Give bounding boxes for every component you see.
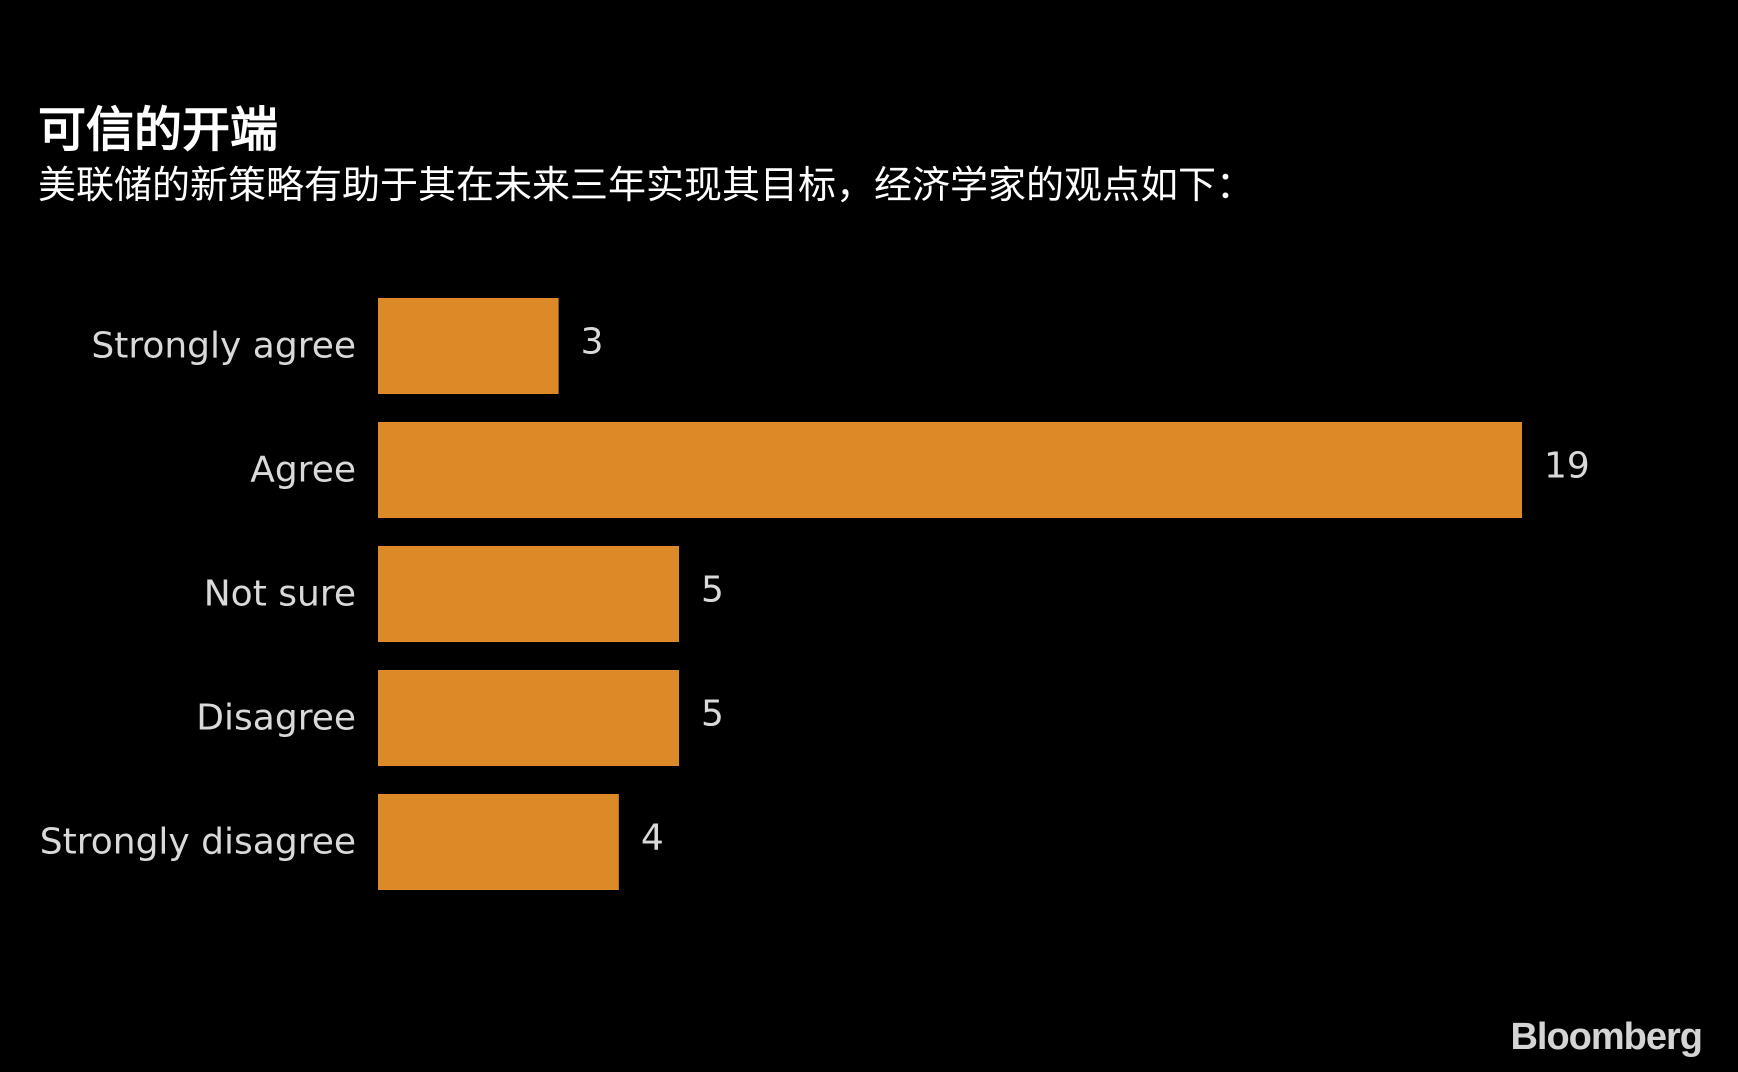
bar-not-sure xyxy=(378,546,680,642)
value-label: 5 xyxy=(701,694,724,735)
category-label: Disagree xyxy=(196,698,356,739)
value-label: 5 xyxy=(701,570,724,611)
bar-strongly-disagree xyxy=(378,794,619,890)
bar-strongly-agree xyxy=(378,298,559,394)
category-label: Agree xyxy=(250,450,356,491)
bloomberg-logo: Bloomberg xyxy=(1510,1016,1703,1058)
bar-disagree xyxy=(378,670,680,766)
chart-subtitle: 美联储的新策略有助于其在未来三年实现其目标，经济学家的观点如下： xyxy=(38,163,1255,207)
chart-title: 可信的开端 xyxy=(38,102,279,158)
category-label: Strongly agree xyxy=(91,326,356,367)
category-label: Strongly disagree xyxy=(40,822,356,863)
category-label: Not sure xyxy=(204,574,356,615)
bar-agree xyxy=(378,422,1522,518)
value-label: 19 xyxy=(1544,446,1590,487)
value-label: 4 xyxy=(641,818,664,859)
value-label: 3 xyxy=(581,322,604,363)
